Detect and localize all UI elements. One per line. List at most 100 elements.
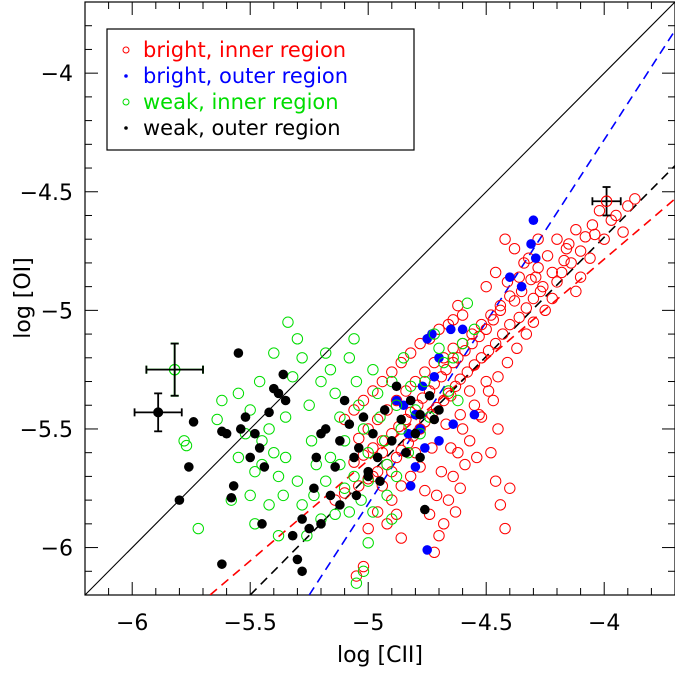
data-point-s1-42 (440, 363, 452, 376)
data-point-s4-27 (311, 452, 322, 463)
legend-label-2: bright, outer region (143, 64, 348, 88)
data-point-s1-153 (511, 342, 523, 355)
data-point-s1-140 (386, 366, 398, 378)
data-point-s1-95 (438, 518, 450, 530)
data-point-s4-53 (424, 390, 435, 401)
data-point-s3-36 (374, 411, 386, 423)
data-point-s1-8 (574, 245, 587, 257)
data-point-s4-23 (292, 554, 303, 565)
data-point-s1-165 (530, 271, 542, 283)
data-point-s2-11 (429, 371, 440, 382)
x-tick-label: −5 (352, 611, 384, 636)
data-point-s3-62 (279, 451, 292, 464)
data-point-s3-11 (263, 423, 275, 435)
data-point-s1-132 (452, 299, 464, 312)
data-point-s1-96 (433, 530, 445, 542)
data-point-s4-22 (287, 530, 298, 541)
legend-marker-2 (124, 74, 128, 78)
data-point-s4-10 (235, 424, 246, 434)
data-point-s4-43 (379, 405, 390, 415)
data-point-s1-93 (447, 470, 459, 483)
data-point-s1-170 (480, 280, 492, 293)
data-point-s2-1 (528, 215, 539, 226)
data-point-s3-70 (329, 508, 341, 521)
data-point-s4-46 (396, 414, 407, 425)
data-point-s3-3 (180, 439, 193, 452)
data-point-s3-76 (367, 506, 379, 518)
data-point-s1-137 (414, 337, 426, 350)
error-bars (133, 186, 622, 433)
data-point-s4-44 (387, 436, 397, 446)
data-point-s1-25 (497, 328, 509, 340)
data-point-s1-130 (487, 394, 499, 407)
data-point-s1-131 (456, 309, 469, 321)
data-point-s4-25 (304, 523, 315, 534)
data-point-s3-86 (268, 347, 280, 359)
x-axis-title: log [CII] (337, 643, 423, 668)
data-point-s1-167 (508, 242, 521, 255)
data-point-s1-148 (395, 480, 407, 492)
data-point-s3-20 (305, 435, 318, 447)
data-point-s1-5 (593, 205, 606, 217)
data-point-s2-10 (422, 334, 433, 344)
data-point-s1-36 (459, 344, 471, 357)
data-point-s1-102 (463, 435, 476, 447)
data-point-s3-72 (343, 506, 356, 518)
data-point-s1-16 (532, 261, 544, 274)
data-point-s1-178 (610, 209, 622, 222)
data-point-s1-7 (579, 231, 592, 243)
data-point-s4-24 (297, 566, 307, 577)
legend-marker-4 (124, 126, 128, 130)
data-point-s4-31 (330, 462, 340, 472)
data-point-s1-154 (501, 356, 514, 369)
legend-label-4: weak, outer region (143, 116, 341, 140)
y-tick-label: −6 (41, 537, 73, 562)
data-point-s1-106 (445, 442, 457, 454)
legend-marker-1 (122, 46, 130, 54)
data-point-s3-42 (397, 352, 410, 364)
data-point-s3-14 (277, 489, 289, 502)
data-point-s1-31 (475, 352, 488, 364)
data-point-s4-51 (420, 504, 430, 515)
data-point-s4-12 (245, 452, 255, 463)
data-point-s1-155 (492, 371, 504, 383)
data-point-s4-8 (226, 492, 237, 503)
data-point-s3-78 (381, 489, 393, 502)
data-point-s1-162 (546, 292, 558, 305)
data-point-s1-128 (504, 482, 516, 494)
axis-ticks (84, 1, 675, 596)
data-point-s1-172 (565, 257, 577, 269)
data-point-s1-156 (482, 385, 495, 397)
data-point-s3-29 (348, 333, 360, 345)
plot-frame (84, 1, 675, 596)
data-point-s1-67 (353, 480, 365, 492)
data-point-s4-3 (184, 462, 194, 472)
data-point-s2-4 (516, 281, 527, 292)
data-point-s1-69 (338, 487, 351, 499)
data-point-s3-55 (456, 337, 469, 350)
legend-label-1: bright, inner region (143, 38, 346, 62)
error-bar-marker-3 (153, 407, 164, 418)
data-point-s3-84 (249, 465, 261, 478)
data-point-s3-71 (338, 482, 351, 494)
data-point-s1-126 (494, 499, 507, 511)
data-point-s3-24 (324, 363, 337, 376)
data-point-s3-44 (404, 380, 417, 392)
data-point-s1-103 (459, 458, 471, 471)
data-point-s4-14 (254, 443, 265, 453)
data-point-s4-52 (415, 409, 425, 420)
data-point-s3-38 (381, 458, 393, 471)
data-point-s4-42 (375, 476, 385, 486)
data-point-s3-69 (324, 451, 337, 464)
data-point-s3-63 (291, 475, 304, 487)
data-point-s4-15 (259, 462, 270, 472)
data-point-s1-163 (539, 304, 551, 317)
data-point-s4-26 (309, 483, 319, 494)
data-point-s1-161 (551, 276, 563, 288)
data-point-s1-74 (504, 290, 516, 302)
y-axis-title: log [OI] (11, 257, 36, 339)
data-point-s3-35 (371, 387, 384, 400)
data-point-s2-24 (405, 481, 416, 491)
data-point-s1-94 (442, 494, 455, 506)
data-point-s4-6 (221, 428, 232, 439)
